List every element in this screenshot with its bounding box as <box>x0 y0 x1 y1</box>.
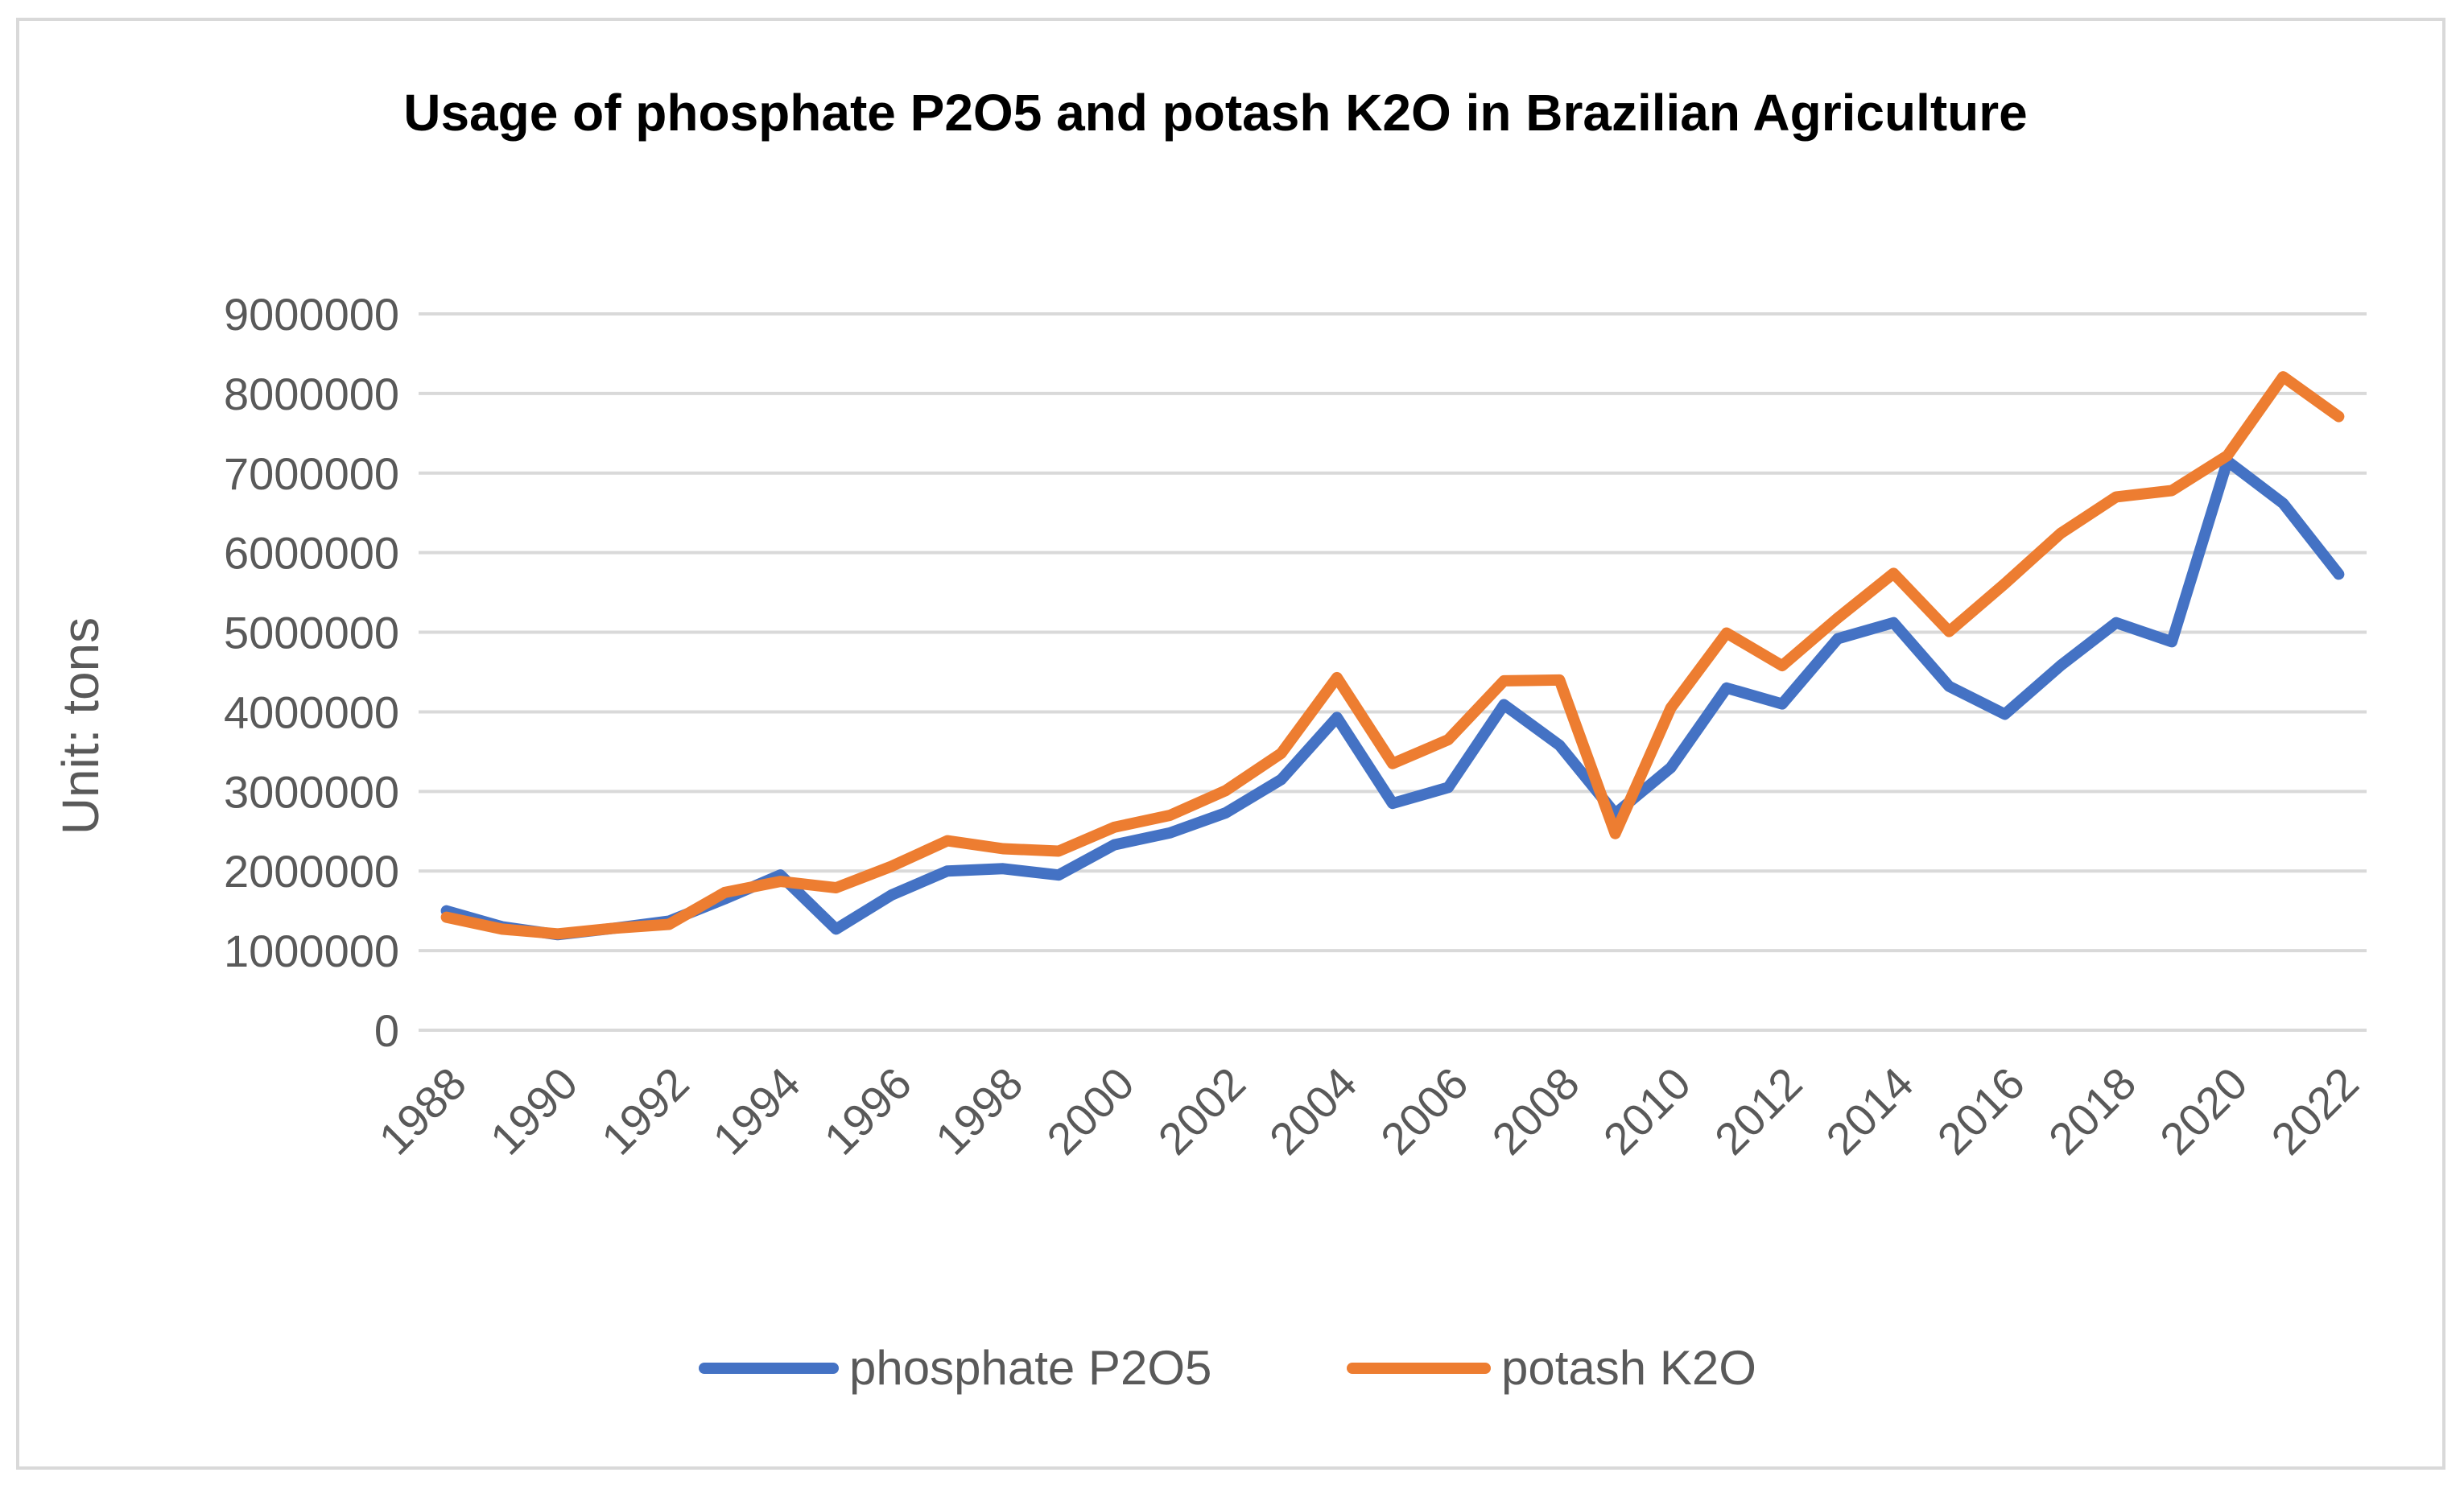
x-tick-label: 2008 <box>1482 1058 1589 1165</box>
x-tick-label: 2014 <box>1816 1058 1923 1165</box>
x-tick-label: 1990 <box>481 1058 588 1165</box>
legend-label-phosphate: phosphate P2O5 <box>849 1341 1211 1395</box>
y-axis-label: Unit: tons <box>52 617 109 835</box>
x-tick-label: 2006 <box>1371 1058 1478 1165</box>
x-tick-label: 1994 <box>703 1058 810 1165</box>
x-tick-label: 2020 <box>2150 1058 2257 1165</box>
x-tick-label: 1988 <box>369 1058 476 1165</box>
y-axis-ticks: 0 1000000 2000000 3000000 4000000 5000000 6000… <box>224 289 399 1056</box>
x-tick-label: 2022 <box>2261 1058 2368 1165</box>
x-tick-label: 2010 <box>1594 1058 1701 1165</box>
y-tick-label: 8000000 <box>224 369 399 419</box>
x-tick-label: 2012 <box>1705 1058 1812 1165</box>
x-tick-label: 1992 <box>592 1058 699 1165</box>
y-tick-label: 3000000 <box>224 766 399 817</box>
y-tick-label: 5000000 <box>224 608 399 658</box>
x-tick-label: 2018 <box>2039 1058 2146 1165</box>
y-tick-label: 7000000 <box>224 448 399 499</box>
y-tick-label: 0 <box>374 1005 399 1056</box>
y-tick-label: 9000000 <box>224 289 399 340</box>
x-axis-ticks: 1988 1990 1992 1994 1996 1998 2000 2002 2004 2006… <box>369 1058 2367 1165</box>
y-tick-label: 2000000 <box>224 846 399 897</box>
x-tick-label: 1996 <box>815 1058 922 1165</box>
x-tick-label: 2004 <box>1260 1058 1367 1165</box>
legend-label-potash: potash K2O <box>1501 1341 1756 1395</box>
data-series <box>440 371 2345 941</box>
x-tick-label: 2016 <box>1927 1058 2034 1165</box>
x-tick-label: 2000 <box>1037 1058 1144 1165</box>
gridlines <box>419 312 2367 1032</box>
chart-frame <box>16 18 2445 1470</box>
y-tick-label: 4000000 <box>224 687 399 737</box>
x-tick-label: 1998 <box>926 1058 1033 1165</box>
y-tick-label: 6000000 <box>224 528 399 579</box>
series-line-potash <box>440 371 2345 940</box>
chart-title: Usage of phosphate P2O5 and potash K2O i… <box>403 84 2028 142</box>
legend: phosphate P2O5 potash K2O <box>699 1341 1756 1395</box>
y-tick-label: 1000000 <box>224 926 399 976</box>
x-tick-label: 2002 <box>1148 1058 1255 1165</box>
